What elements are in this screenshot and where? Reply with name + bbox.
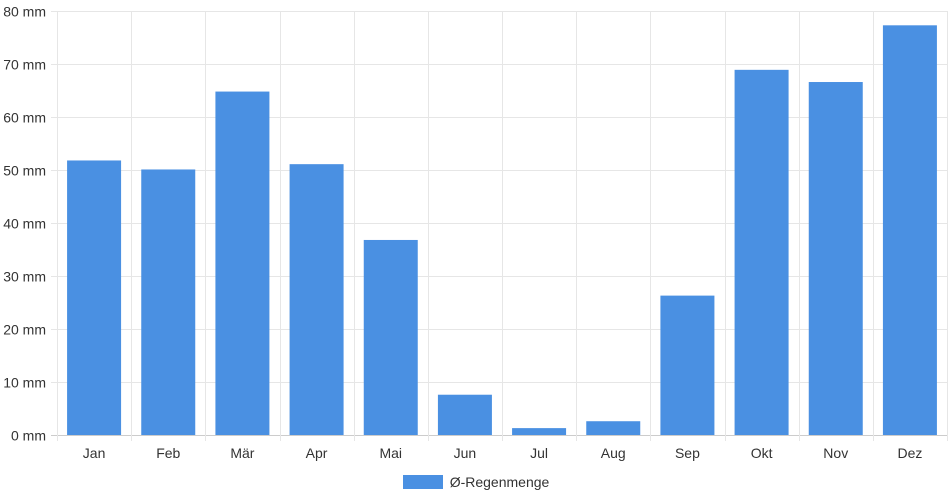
bar-apr[interactable] [289,164,344,436]
y-tick-label: 40 mm [3,216,46,232]
bar-mai[interactable] [363,239,418,435]
bar-jun[interactable] [437,394,492,435]
bars [67,25,937,436]
bar-dez[interactable] [882,25,937,436]
y-tick-label: 60 mm [3,110,46,126]
bar-nov[interactable] [808,82,863,436]
x-tick-label: Jun [454,445,477,461]
y-tick-label: 80 mm [3,4,46,20]
legend[interactable]: Ø-Regenmenge [0,472,952,492]
legend-label: Ø-Regenmenge [449,474,550,490]
bar-jan[interactable] [67,160,122,435]
x-tick-label: Nov [823,445,848,461]
y-tick-label: 0 mm [11,428,46,444]
y-tick-label: 30 mm [3,269,46,285]
bar-okt[interactable] [734,69,789,435]
chart-canvas: 0 mm 10 mm 20 mm 30 mm 40 mm 50 mm 60 mm 70 mm 8… [3,4,948,461]
x-axis-ticks: Jan Feb Mär Apr Mai Jun Jul Aug Sep Okt Nov Dez [83,445,923,461]
y-tick-label: 10 mm [3,375,46,391]
y-tick-label: 70 mm [3,57,46,73]
x-tick-label: Apr [306,445,328,461]
y-tick-label: 20 mm [3,322,46,338]
x-tick-label: Sep [675,445,700,461]
x-tick-label: Mai [379,445,402,461]
y-axis-ticks: 0 mm 10 mm 20 mm 30 mm 40 mm 50 mm 60 mm 70 mm 8… [3,4,46,444]
bar-aug[interactable] [586,421,641,435]
x-tick-label: Jul [530,445,548,461]
x-tick-label: Dez [897,445,922,461]
bar-feb[interactable] [141,169,196,435]
x-tick-label: Mär [230,445,254,461]
y-tick-label: 50 mm [3,163,46,179]
bar-mär[interactable] [215,91,270,435]
x-tick-label: Jan [83,445,106,461]
legend-swatch [402,475,443,489]
bar-jul[interactable] [512,428,567,435]
bar-sep[interactable] [660,295,715,435]
x-tick-label: Aug [601,445,626,461]
grid-lines [51,11,948,441]
x-tick-label: Feb [156,445,180,461]
x-tick-label: Okt [751,445,773,461]
